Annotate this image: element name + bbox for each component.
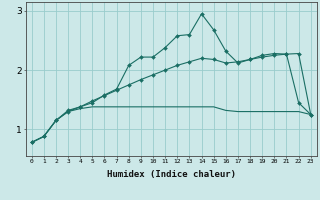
X-axis label: Humidex (Indice chaleur): Humidex (Indice chaleur) — [107, 170, 236, 179]
